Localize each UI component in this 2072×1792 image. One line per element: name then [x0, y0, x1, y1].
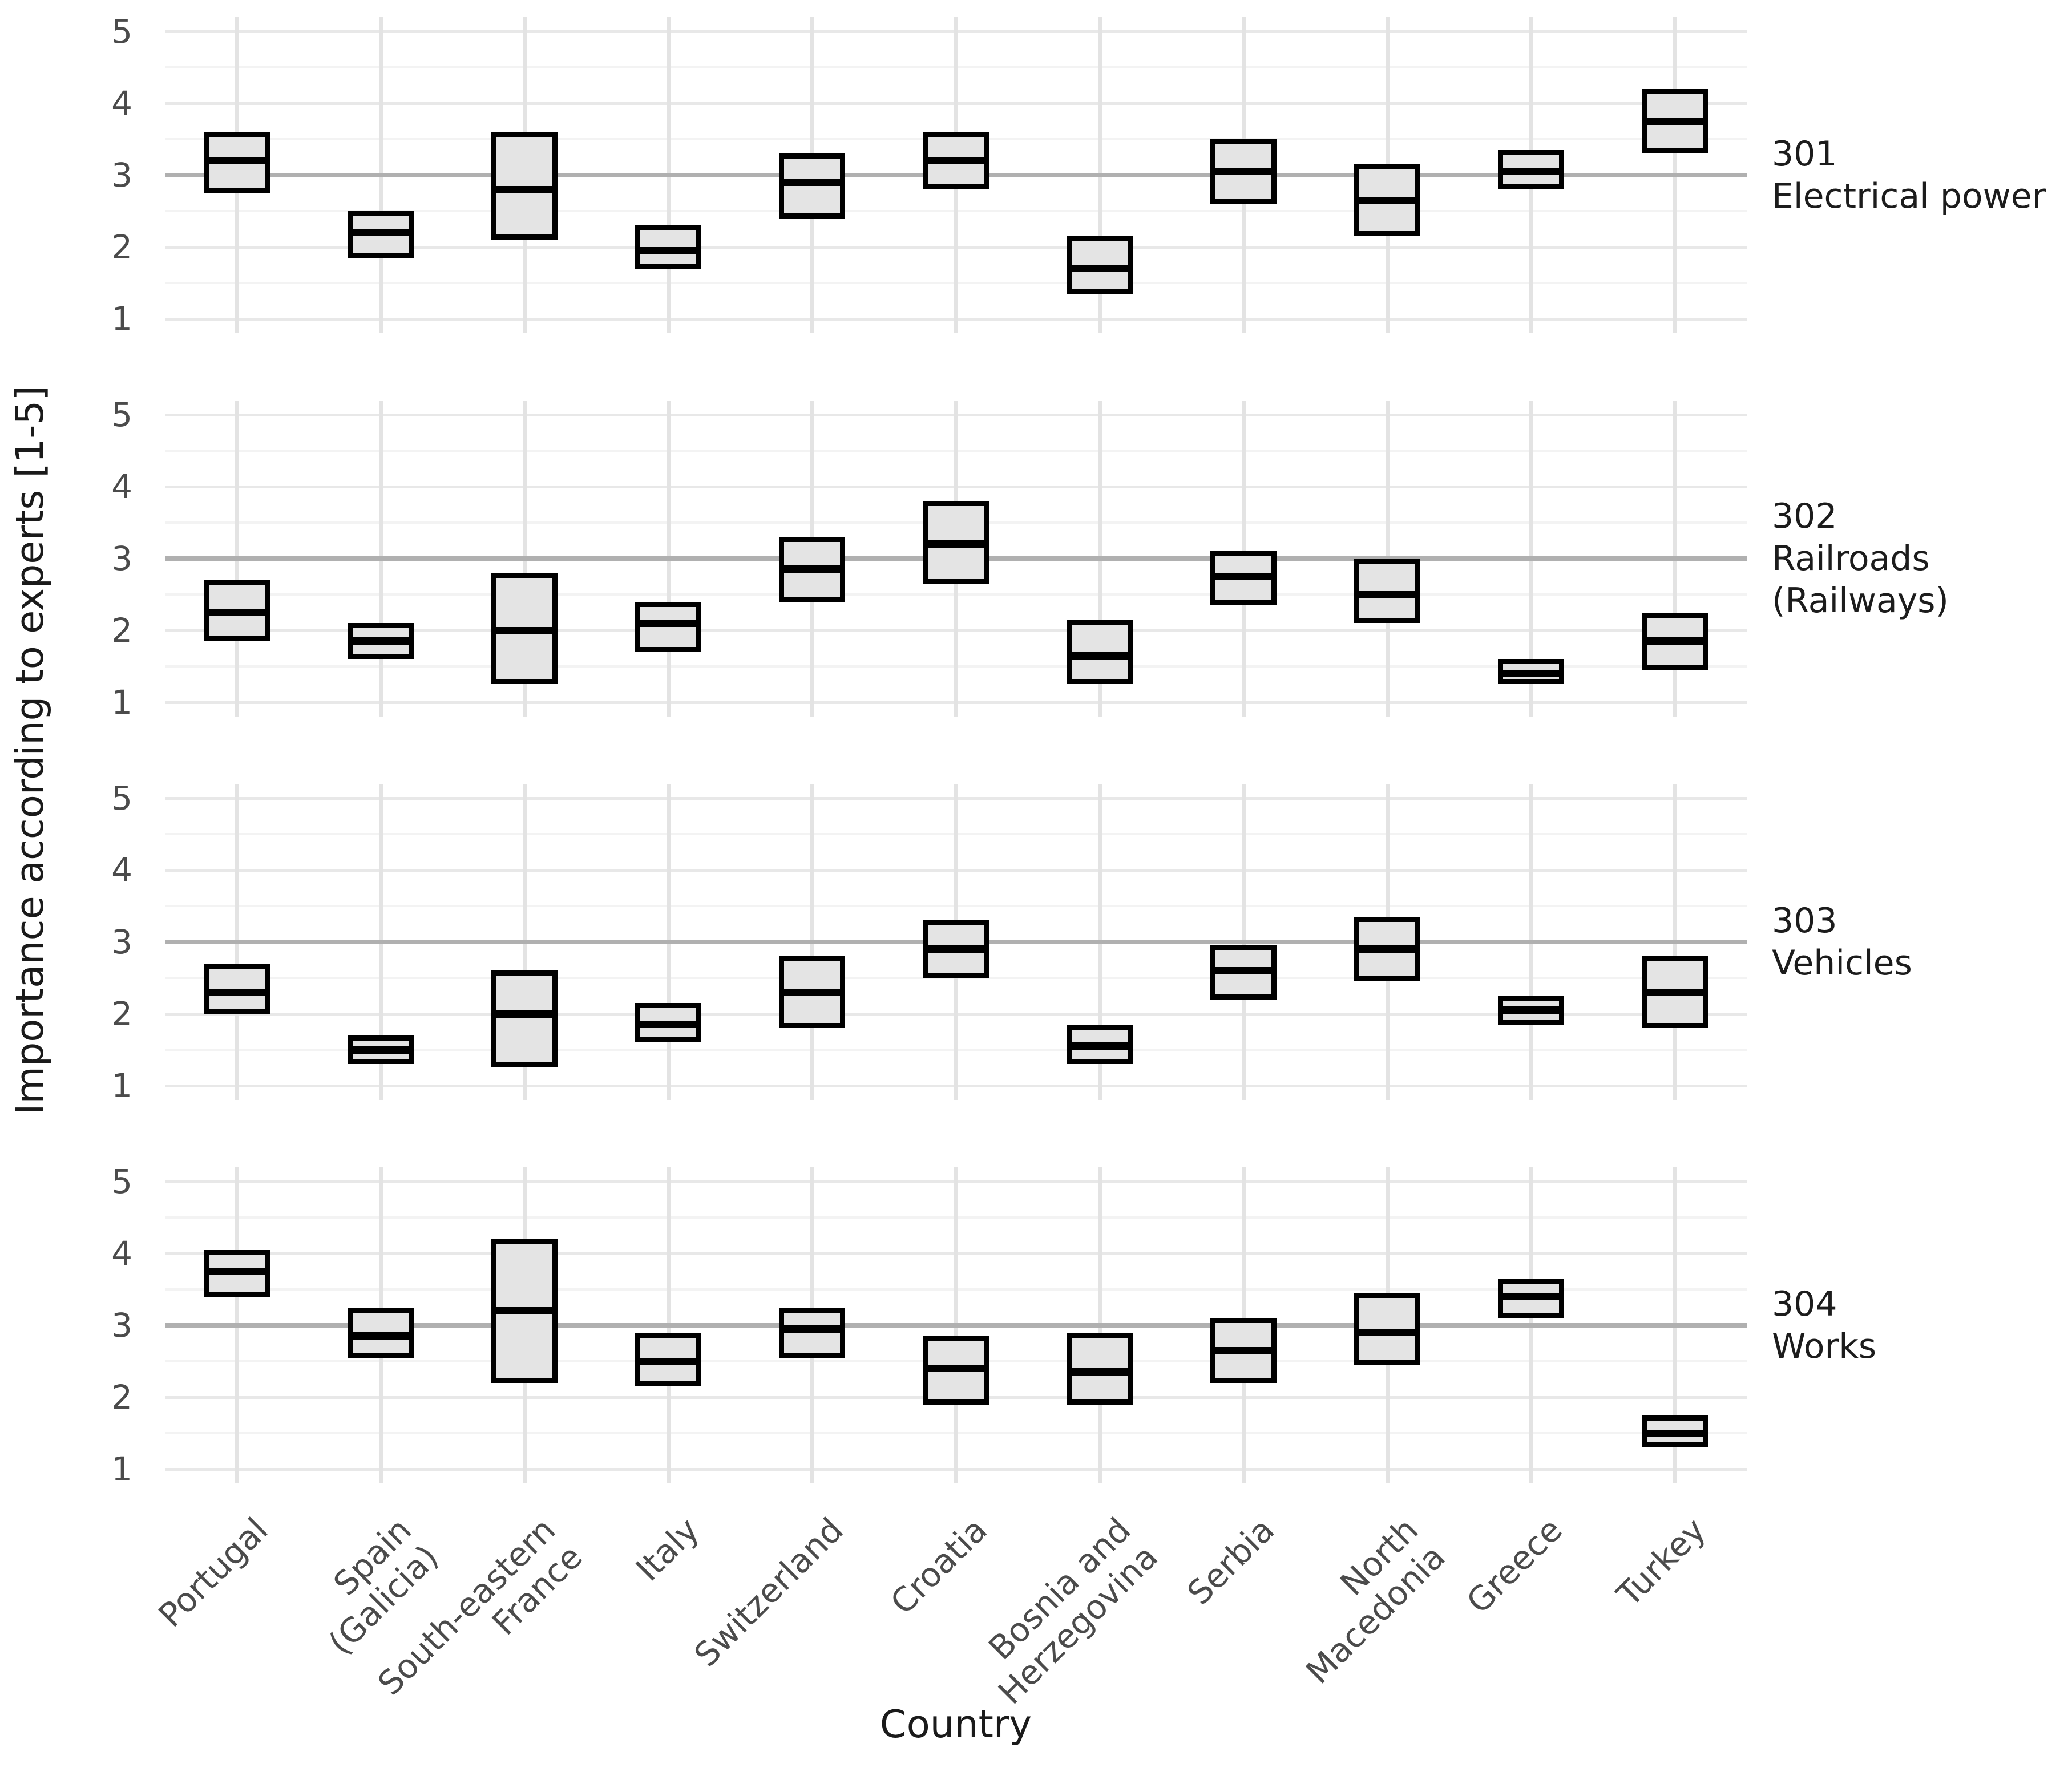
y-tick-label-5: 5	[111, 395, 132, 434]
y-tick-label-3: 3	[111, 156, 132, 195]
y-tick-label-2: 2	[111, 611, 132, 650]
crossbar-midline	[1498, 168, 1564, 176]
crossbar-midline	[1498, 670, 1564, 678]
crossbar-midline	[635, 1021, 701, 1029]
crossbar-midline	[635, 246, 701, 254]
facet-label-301: 301 Electrical power	[1772, 134, 2046, 216]
crossbar-midline	[348, 1046, 414, 1054]
x-tick-label: Portugal	[151, 1510, 276, 1635]
crossbar-midline	[1067, 265, 1133, 273]
facet-label-303: 303 Vehicles	[1772, 901, 1912, 983]
crossbar-midline	[923, 945, 989, 953]
crossbar-midline	[779, 179, 845, 187]
crossbar-midline	[1642, 637, 1708, 645]
y-tick-label-3: 3	[111, 923, 132, 961]
crossbar-midline	[1642, 1429, 1708, 1437]
y-tick-label-4: 4	[111, 467, 132, 506]
y-tick-label-1: 1	[111, 1450, 132, 1488]
crossbar-midline	[1354, 1329, 1420, 1337]
crossbar-midline	[1642, 118, 1708, 125]
crossbar-midline	[1210, 966, 1277, 974]
crossbar-midline	[1642, 988, 1708, 996]
crossbar-midline	[204, 609, 270, 616]
crossbar-midline	[923, 540, 989, 548]
crossbar-midline	[1067, 1368, 1133, 1376]
y-axis-title: Importance according to experts [1-5]	[7, 385, 52, 1115]
x-tick-label: Turkey	[1609, 1510, 1714, 1614]
panel-303	[165, 784, 1747, 1100]
crossbar-midline	[779, 565, 845, 573]
x-tick-label: Croatia	[882, 1510, 995, 1622]
y-tick-label-5: 5	[111, 779, 132, 818]
y-tick-label-1: 1	[111, 300, 132, 338]
x-tick-label: North Macedonia	[1298, 1510, 1453, 1692]
crossbar-midline	[779, 1325, 845, 1333]
panel-301	[165, 17, 1747, 333]
x-tick-label: Switzerland	[686, 1510, 851, 1674]
crossbar-midline	[923, 157, 989, 165]
y-tick-label-4: 4	[111, 1234, 132, 1273]
crossbar-midline	[491, 185, 558, 193]
crossbar-midline	[491, 1010, 558, 1018]
reference-line-at-3	[165, 1323, 1747, 1328]
facet-label-304: 304 Works	[1772, 1284, 1877, 1366]
crossbar-midline	[1354, 196, 1420, 204]
crossbar-midline	[635, 1357, 701, 1365]
y-tick-label-5: 5	[111, 12, 132, 51]
crossbar-midline	[1498, 1006, 1564, 1014]
crossbar-midline	[348, 229, 414, 237]
y-tick-label-5: 5	[111, 1162, 132, 1201]
y-tick-label-2: 2	[111, 228, 132, 266]
x-tick-label: Serbia	[1180, 1510, 1282, 1613]
crossbar-midline	[491, 626, 558, 634]
x-tick-label: Greece	[1459, 1510, 1570, 1621]
crossbar-midline	[1354, 945, 1420, 953]
crossbar-midline	[779, 988, 845, 996]
crossbar-midline	[1067, 652, 1133, 660]
y-tick-label-4: 4	[111, 84, 132, 123]
y-tick-label-1: 1	[111, 1066, 132, 1105]
crossbar-midline	[923, 1365, 989, 1373]
y-tick-label-2: 2	[111, 1378, 132, 1417]
y-tick-label-4: 4	[111, 851, 132, 889]
crossbar-box-303	[491, 970, 558, 1068]
crossbar-midline	[1498, 1293, 1564, 1301]
crossbar-midline	[348, 1332, 414, 1340]
panel-304	[165, 1167, 1747, 1483]
crossbar-midline	[635, 619, 701, 627]
y-tick-label-2: 2	[111, 994, 132, 1033]
facet-label-302: 302 Railroads (Railways)	[1772, 496, 1949, 621]
crossbar-midline	[1210, 168, 1277, 176]
x-tick-label: Italy	[628, 1510, 707, 1589]
x-axis-title: Country	[879, 1702, 1032, 1746]
y-tick-label-3: 3	[111, 1306, 132, 1345]
crossbar-midline	[204, 1268, 270, 1275]
crossbar-midline	[204, 157, 270, 165]
crossbar-midline	[1210, 1346, 1277, 1354]
crossbar-midline	[348, 637, 414, 645]
crossbar-midline	[1210, 573, 1277, 580]
crossbar-midline	[204, 988, 270, 996]
y-tick-label-1: 1	[111, 683, 132, 722]
crossbar-midline	[1067, 1042, 1133, 1050]
x-tick-label: Bosnia and Herzegovina	[980, 1510, 1165, 1712]
y-tick-label-3: 3	[111, 539, 132, 578]
panel-302	[165, 401, 1747, 717]
crossbar-midline	[1354, 590, 1420, 598]
crossbar-midline	[491, 1307, 558, 1315]
